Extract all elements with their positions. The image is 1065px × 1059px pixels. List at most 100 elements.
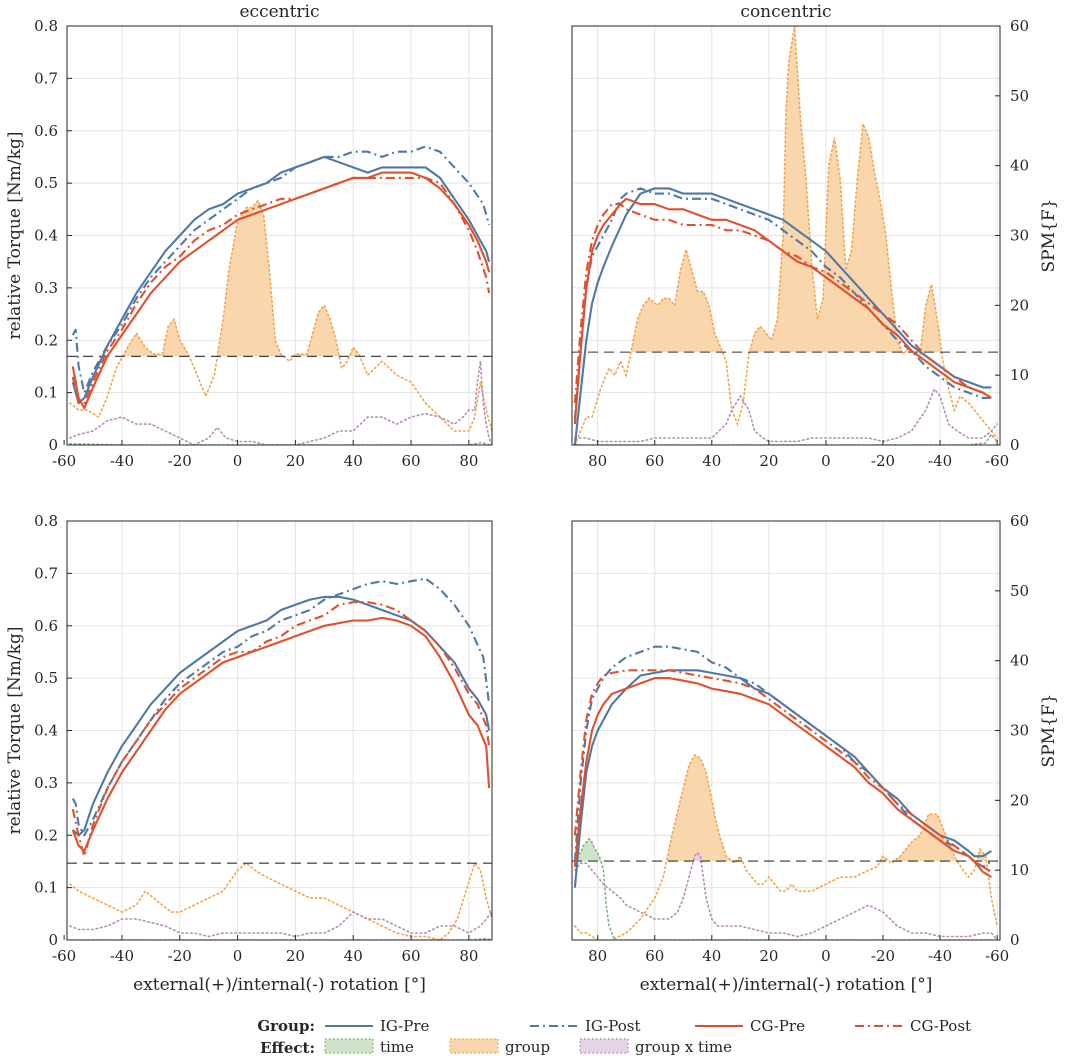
top-right-spm-time-curve (574, 433, 998, 445)
bottom-left-ytick-label: 0.5 (34, 669, 58, 687)
top-right-ytick-right-label: 40 (1010, 157, 1029, 175)
top-left-ytick-label: 0.3 (34, 279, 58, 297)
top-right-xtick-label: 20 (759, 452, 778, 470)
top-right-xtick-label: -20 (871, 452, 895, 470)
bottom-right-plot-area (572, 645, 1000, 940)
bottom-right-spm-time-curve (574, 837, 993, 940)
bottom-left-xtick-label: 20 (286, 947, 305, 965)
bottom-left-ytick-label: 0 (48, 931, 58, 949)
top-left-xtick-label: -60 (52, 452, 76, 470)
top-left-series-cg-pre (71, 171, 491, 410)
top-left-series-ig-pre (71, 155, 491, 405)
bottom-left-ytick-label: 0.1 (34, 879, 58, 897)
legend-label-group: group (505, 1038, 550, 1056)
top-left-xtick-label: -20 (168, 452, 192, 470)
bottom-left-series-ig-post (71, 577, 491, 837)
top-right-plot-area (572, 26, 1000, 445)
top-right-ytick-right-label: 10 (1010, 366, 1029, 384)
bottom-right-xtick-label: -60 (985, 947, 1009, 965)
top-right-xtick-label: 40 (702, 452, 721, 470)
bottom-right-xtick-label: 40 (702, 947, 721, 965)
bottom-left-ytick-label: 0.3 (34, 774, 58, 792)
bottom-right-xlabel: external(+)/internal(-) rotation [°] (640, 975, 933, 995)
bottom-left-series-cg-post (71, 601, 491, 858)
top-left-spm-group-x-time-cluster (69, 356, 492, 357)
bottom-right-xtick-label: -40 (928, 947, 952, 965)
bottom-right-spm-time-cluster (574, 838, 601, 862)
top-right-xtick-label: 60 (645, 452, 664, 470)
bottom-left-series-cg-pre (71, 616, 491, 853)
bottom-left-xtick-label: 60 (402, 947, 421, 965)
top-left-ytick-label: 0.2 (34, 331, 58, 349)
bottom-left-series-ig-pre (72, 595, 491, 837)
top-left-plot-area (67, 145, 492, 445)
top-right-xtick-label: -60 (985, 452, 1009, 470)
top-right-ytick-right-label: 20 (1010, 296, 1029, 314)
bottom-right-ytick-right-label: 30 (1010, 722, 1029, 740)
bottom-right-ytick-right-label: 50 (1010, 582, 1029, 600)
bottom-left-xlabel: external(+)/internal(-) rotation [°] (133, 975, 426, 995)
top-right-spm-group-x-time-curve (574, 387, 998, 443)
bottom-right-xtick-label: 60 (645, 947, 664, 965)
top-right-ytick-right-label: 30 (1010, 227, 1029, 245)
top-right-spm-group-cluster (574, 26, 998, 353)
top-left-series-cg-post (71, 176, 491, 405)
top-left-xtick-label: 20 (286, 452, 305, 470)
bottom-left-spm-group-x-time-cluster (70, 863, 492, 936)
bottom-right-spm-group-x-time-cluster (693, 852, 702, 862)
legend-label-cg-pre: CG-Pre (750, 1017, 805, 1035)
bottom-left-xtick-label: 40 (344, 947, 363, 965)
bottom-right-ytick-right-label: 0 (1010, 931, 1020, 949)
top-right-ytick-right-label: 50 (1010, 87, 1029, 105)
top-left-xtick-label: 0 (233, 452, 243, 470)
bottom-left-ylabel: relative Torque [Nm/kg] (5, 627, 25, 835)
bottom-right-ytick-right-label: 60 (1010, 512, 1029, 530)
bottom-right-spm-group-curve (574, 753, 998, 940)
legend-effect-title: Effect: (260, 1039, 315, 1057)
legend-label-ig-post: IG-Post (585, 1017, 641, 1035)
top-right-xtick-label: 0 (821, 452, 831, 470)
top-left-series-ig-post (71, 145, 491, 394)
bottom-right-ytick-right-label: 20 (1010, 791, 1029, 809)
top-left-title: eccentric (239, 2, 319, 22)
top-left-xtick-label: -40 (110, 452, 134, 470)
legend-label-time: time (380, 1038, 414, 1056)
bottom-right-series-cg-pre (573, 677, 992, 878)
bottom-left-spm-group-x-time-curve (69, 911, 492, 938)
top-left-spm-group-curve (69, 199, 492, 432)
bottom-right-spm-group-x-time-curve (574, 851, 998, 940)
top-left-ytick-label: 0.8 (34, 17, 58, 35)
top-left-xtick-label: 80 (459, 452, 478, 470)
top-left-ytick-label: 0.7 (34, 69, 58, 87)
top-right-series-cg-pre (573, 197, 992, 425)
top-right-series-cg-post (573, 203, 992, 404)
top-left-ylabel: relative Torque [Nm/kg] (5, 132, 25, 340)
top-left-xtick-label: 40 (344, 452, 363, 470)
bottom-right-xtick-label: 80 (588, 947, 607, 965)
top-right-ylabel-right: SPM{F} (1039, 199, 1059, 273)
top-left-ytick-label: 0.1 (34, 384, 58, 402)
bottom-left-xtick-label: 80 (459, 947, 478, 965)
top-right-series-ig-post (573, 187, 992, 419)
legend-swatch-time (324, 1038, 374, 1054)
top-left-ytick-label: 0.4 (34, 227, 58, 245)
top-left-ytick-label: 0.5 (34, 174, 58, 192)
top-left-ytick-label: 0 (48, 436, 58, 454)
bottom-left-xtick-label: -60 (52, 947, 76, 965)
top-right-ytick-right-label: 0 (1010, 436, 1020, 454)
bottom-left-spm-time-curve (69, 937, 492, 940)
top-left-spm-time-cluster (69, 356, 490, 357)
bottom-left-ytick-label: 0.6 (34, 617, 58, 635)
bottom-left-plot-area (67, 577, 492, 940)
legend-group-title: Group: (257, 1017, 315, 1035)
bottom-left-xtick-label: -20 (168, 947, 192, 965)
bottom-right-xtick-label: -20 (871, 947, 895, 965)
legend-swatch-group (449, 1038, 499, 1054)
bottom-left-ytick-label: 0.4 (34, 722, 58, 740)
top-right-xtick-label: -40 (928, 452, 952, 470)
top-right-xtick-label: 80 (588, 452, 607, 470)
bottom-left-ytick-label: 0.8 (34, 512, 58, 530)
bottom-right-ytick-right-label: 10 (1010, 861, 1029, 879)
top-right-spm-group-x-time-cluster (574, 352, 998, 353)
